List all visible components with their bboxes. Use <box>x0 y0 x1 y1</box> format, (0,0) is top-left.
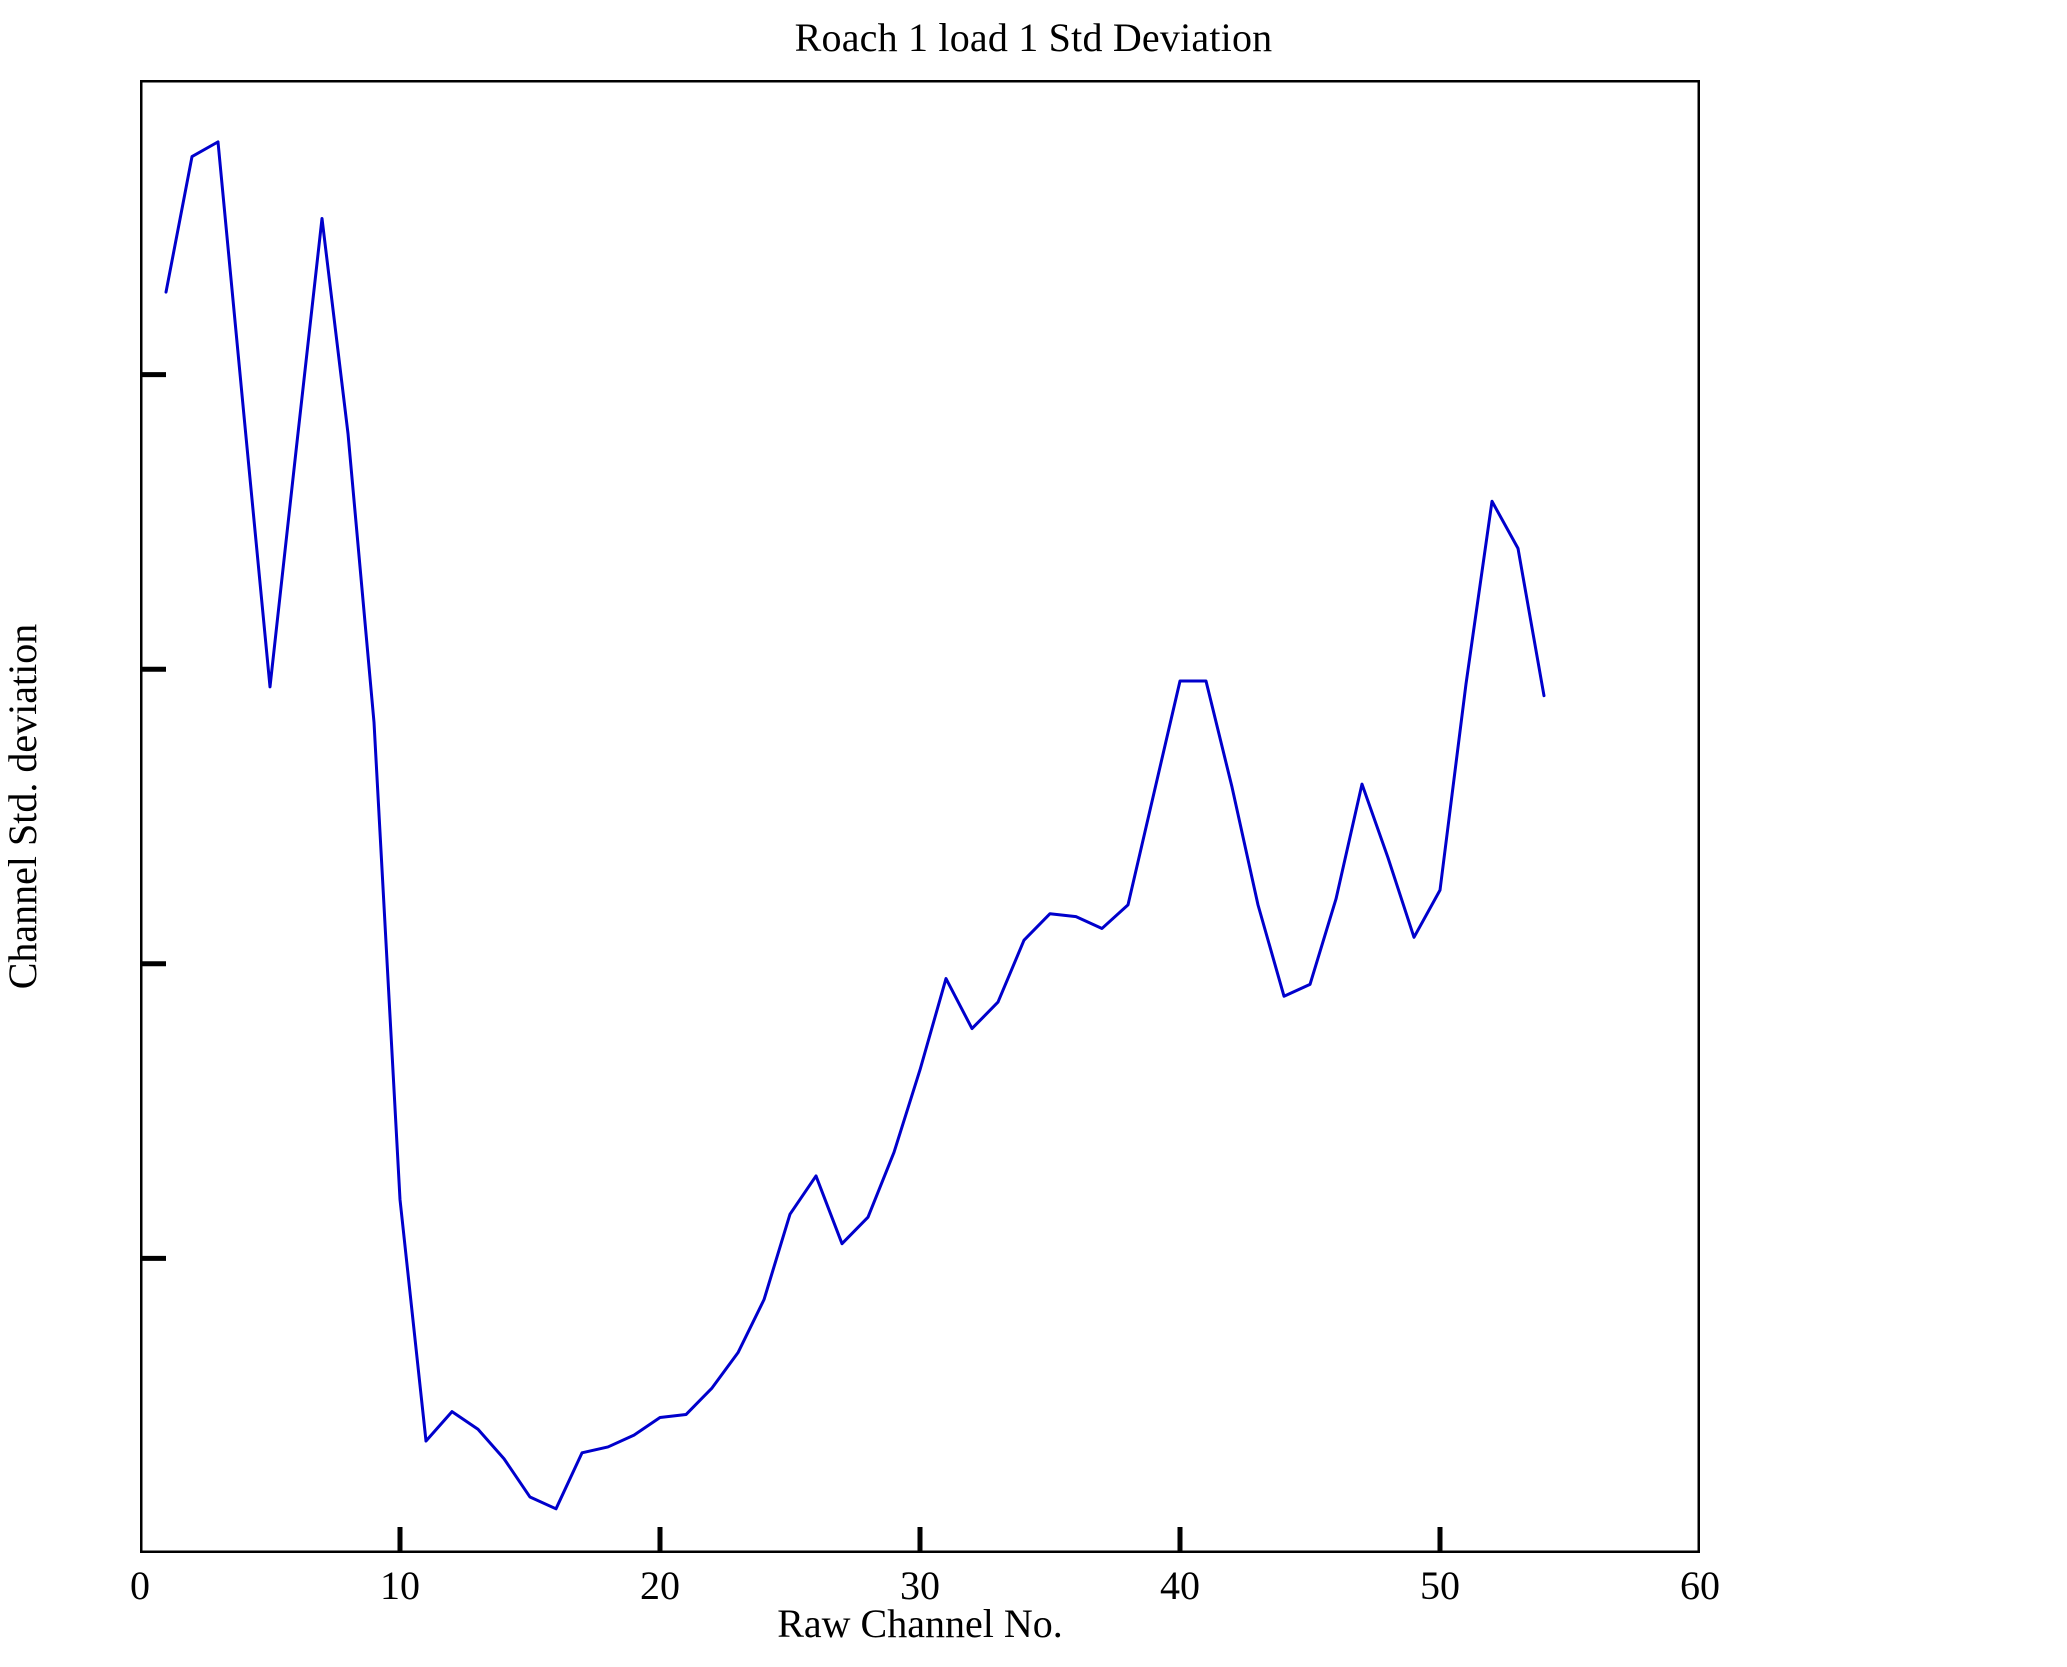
x-tick-label: 20 <box>640 1563 680 1608</box>
data-series-line-0 <box>164 140 1546 1511</box>
plot-svg <box>140 80 1700 1553</box>
chart-title: Roach 1 load 1 Std Deviation <box>794 15 1273 60</box>
x-tick-label: 0 <box>130 1563 150 1608</box>
plot-area <box>140 80 1700 1553</box>
x-axis-tick-labels: 0 10 20 30 40 50 60 <box>130 1562 1720 1618</box>
x-tick-label: 10 <box>380 1563 420 1608</box>
x-axis-label: Raw Channel No. <box>777 1601 1063 1646</box>
x-tick-label: 50 <box>1420 1563 1460 1608</box>
y-axis-label: Channel Std. deviation <box>0 623 45 990</box>
x-tick-label: 60 <box>1680 1563 1720 1608</box>
x-tick-label: 30 <box>900 1563 940 1608</box>
axis-box <box>140 80 1700 1553</box>
x-tick-label: 40 <box>1160 1563 1200 1608</box>
